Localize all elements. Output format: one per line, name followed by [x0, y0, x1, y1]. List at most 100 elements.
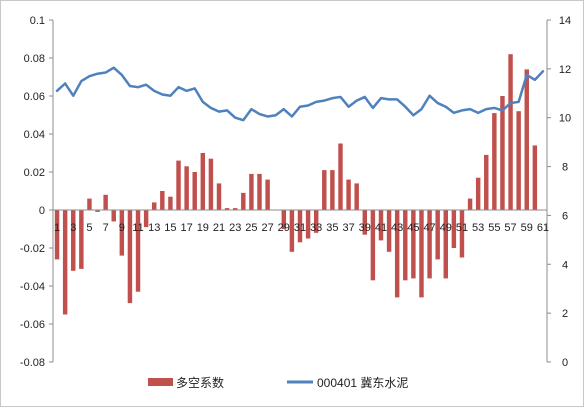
bar-3: [71, 210, 76, 271]
bar-55: [492, 113, 497, 210]
x-tick-label: 39: [359, 222, 371, 234]
bar-51: [459, 210, 465, 258]
bar-17: [184, 166, 189, 210]
bar-37: [346, 179, 351, 210]
x-tick-label: 55: [488, 222, 500, 234]
bar-8: [111, 210, 116, 222]
bar-7: [103, 194, 108, 210]
x-tick-label: 31: [294, 222, 306, 234]
bar-42: [386, 210, 392, 252]
right-tick-label: 14: [559, 15, 571, 27]
bar-11: [135, 210, 141, 292]
legend-line-label: 000401 冀东水泥: [317, 376, 408, 390]
bar-56: [500, 96, 505, 210]
left-tick-label: -0.06: [20, 319, 45, 331]
x-tick-label: 29: [278, 222, 290, 234]
bar-50: [451, 210, 457, 248]
right-tick-label: 6: [562, 210, 568, 222]
x-tick-label: 35: [326, 222, 338, 234]
bar-57: [508, 54, 513, 211]
bar-2: [62, 210, 68, 315]
left-tick-label: 0.1: [30, 15, 45, 27]
bar-23: [232, 208, 238, 210]
bar-48: [435, 210, 440, 260]
bar-45: [411, 210, 416, 279]
x-tick-label: 13: [148, 222, 160, 234]
x-tick-label: 51: [456, 222, 468, 234]
right-y-axis: 0 2 4 6 8 10 12 14: [546, 15, 571, 369]
left-tick-label: 0.08: [24, 53, 45, 65]
x-tick-label: 19: [197, 222, 209, 234]
bar-39: [362, 210, 368, 235]
x-tick-label: 23: [229, 222, 241, 234]
x-tick-label: 9: [119, 222, 125, 234]
left-tick-label: 0.02: [24, 167, 45, 179]
x-tick-label: 59: [521, 222, 533, 234]
bar-5: [87, 198, 92, 210]
x-tick-label: 53: [472, 222, 484, 234]
bar-46: [419, 210, 424, 298]
bar-6: [95, 210, 100, 212]
left-y-axis: -0.08 -0.06 -0.04 -0.02 0 0.02 0.04 0.06 0.08 0.1: [20, 15, 54, 369]
x-tick-label: 61: [537, 222, 549, 234]
right-tick-label: 12: [559, 64, 571, 76]
bar-25: [249, 173, 254, 210]
bar-21: [216, 183, 222, 210]
price-line: [55, 66, 545, 122]
x-tick-label: 15: [164, 222, 176, 234]
legend-bar-swatch: [148, 378, 173, 386]
x-tick-label: 41: [375, 222, 387, 234]
bar-10: [127, 210, 133, 304]
bar-27: [265, 179, 270, 210]
bar-24: [241, 192, 246, 210]
x-tick-label: 49: [440, 222, 452, 234]
x-tick-label: 7: [103, 222, 109, 234]
bar-36: [338, 143, 343, 210]
bar-4: [79, 210, 84, 269]
bar-20: [208, 158, 214, 210]
bar-33: [313, 210, 319, 233]
bar-41: [378, 210, 384, 241]
bar-1: [54, 210, 60, 260]
bar-54: [484, 154, 489, 210]
bar-40: [370, 210, 376, 281]
bar-12: [143, 210, 149, 228]
bar-60: [532, 145, 538, 210]
bar-22: [224, 208, 230, 210]
bar-32: [305, 210, 311, 239]
x-tick-label: 21: [213, 222, 225, 234]
right-tick-label: 0: [562, 357, 568, 369]
left-tick-label: 0.04: [24, 129, 45, 141]
line-series: [55, 66, 545, 122]
x-tick-label: 47: [423, 222, 435, 234]
left-tick-label: -0.04: [20, 281, 45, 293]
bar-19: [200, 153, 206, 210]
legend-bar-label: 多空系数: [176, 375, 224, 390]
bar-52: [467, 198, 473, 210]
bar-43: [394, 210, 400, 298]
left-tick-label: 0: [39, 205, 45, 217]
x-tick-label: 25: [245, 222, 257, 234]
x-tick-label: 5: [86, 222, 92, 234]
bar-30: [289, 210, 295, 252]
x-tick-label: 3: [70, 222, 76, 234]
right-tick-label: 10: [559, 113, 571, 125]
bar-44: [403, 210, 408, 281]
x-tick-label: 43: [391, 222, 403, 234]
bar-31: [297, 210, 303, 243]
bar-35: [330, 170, 335, 210]
x-tick-label: 17: [180, 222, 192, 234]
x-tick-label: 1: [54, 222, 60, 234]
x-tick-label: 11: [132, 222, 143, 234]
bar-58: [516, 111, 521, 210]
right-tick-label: 8: [562, 162, 568, 174]
bar-13: [152, 202, 157, 210]
x-axis: 1 3 5 7 9 11 13 15 17 19 21 23 25 27 29 31 33 35 37 39 41 43 4…: [54, 222, 549, 234]
left-tick-label: 0.06: [24, 91, 45, 103]
bar-34: [322, 170, 327, 210]
bar-15: [168, 196, 173, 210]
bar-49: [443, 210, 448, 279]
x-tick-label: 33: [310, 222, 322, 234]
